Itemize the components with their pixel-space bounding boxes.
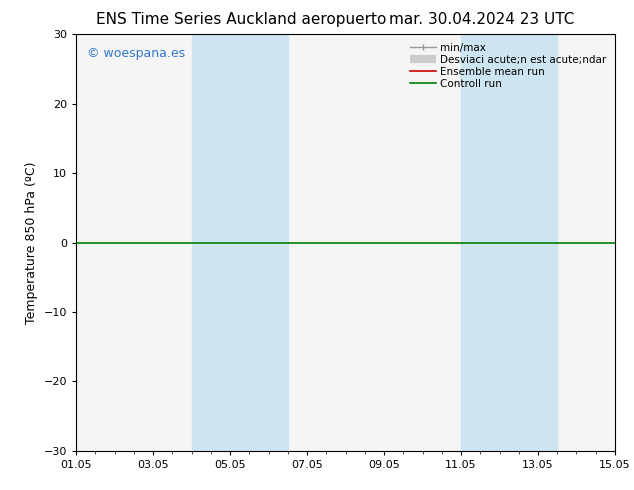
Bar [461, 34, 557, 451]
Text: mar. 30.04.2024 23 UTC: mar. 30.04.2024 23 UTC [389, 12, 574, 27]
Legend: min/max, Desviaci acute;n est acute;ndar, Ensemble mean run, Controll run: min/max, Desviaci acute;n est acute;ndar… [407, 40, 610, 92]
Text: ENS Time Series Auckland aeropuerto: ENS Time Series Auckland aeropuerto [96, 12, 386, 27]
Bar [191, 34, 288, 451]
Text: © woespana.es: © woespana.es [87, 47, 185, 60]
Y-axis label: Temperature 850 hPa (ºC): Temperature 850 hPa (ºC) [25, 161, 38, 324]
